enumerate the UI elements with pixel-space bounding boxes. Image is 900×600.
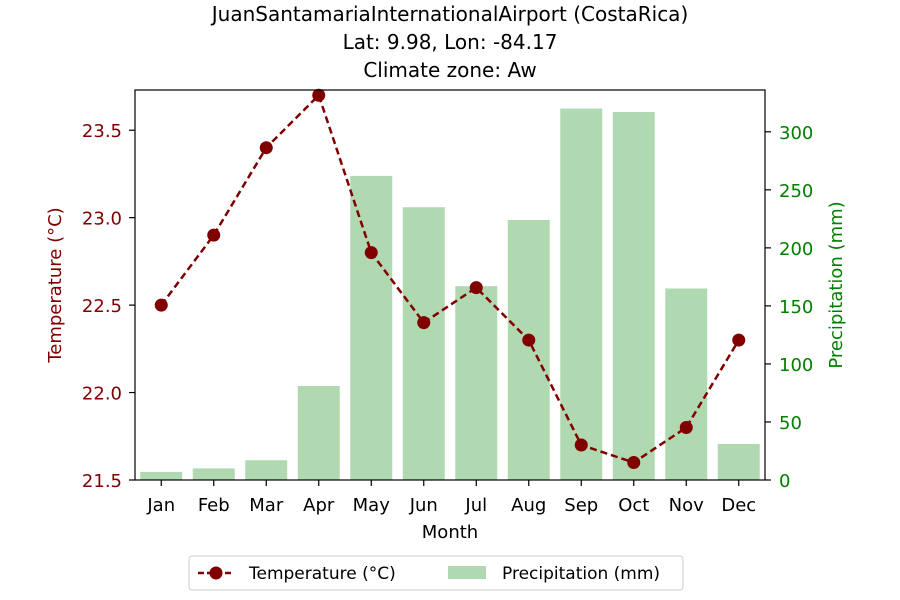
precipitation-axis: 0 50 100 150 200 250 300 bbox=[765, 123, 813, 492]
precipitation-tick-label: 50 bbox=[779, 413, 802, 434]
temperature-point bbox=[259, 141, 273, 155]
x-tick-label: Feb bbox=[198, 495, 230, 516]
temperature-point bbox=[522, 333, 536, 347]
x-tick-label: Apr bbox=[303, 495, 335, 516]
temperature-axis: 21.5 22.0 22.5 23.0 23.5 bbox=[82, 121, 135, 492]
legend-precipitation-swatch bbox=[448, 566, 486, 579]
temperature-point bbox=[627, 456, 641, 470]
temperature-tick-label: 21.5 bbox=[82, 471, 122, 492]
legend-temperature-label: Temperature (°C) bbox=[248, 564, 396, 584]
precipitation-bar bbox=[192, 468, 235, 480]
temperature-point bbox=[207, 228, 221, 242]
legend-temperature-marker bbox=[209, 566, 223, 580]
precipitation-bar bbox=[507, 220, 550, 480]
precipitation-tick-label: 200 bbox=[779, 239, 813, 260]
temperature-tick-label: 23.0 bbox=[82, 209, 122, 230]
temperature-point bbox=[732, 333, 746, 347]
precipitation-bar bbox=[350, 175, 393, 480]
x-axis: Jan Feb Mar Apr May Jun Jul Aug Sep Oct Nov Dec bbox=[146, 480, 756, 516]
temperature-point bbox=[417, 316, 431, 330]
precipitation-bar bbox=[560, 108, 603, 481]
x-tick-label: Mar bbox=[249, 495, 284, 516]
temperature-point bbox=[469, 281, 483, 295]
precipitation-tick-label: 0 bbox=[779, 471, 790, 492]
precipitation-tick-label: 300 bbox=[779, 123, 813, 144]
x-axis-label: Month bbox=[422, 522, 478, 543]
temperature-tick-label: 23.5 bbox=[82, 121, 122, 142]
x-tick-label: Jun bbox=[409, 495, 438, 516]
precipitation-tick-label: 100 bbox=[779, 355, 813, 376]
temperature-axis-label: Temperature (°C) bbox=[45, 207, 66, 363]
x-tick-label: Sep bbox=[564, 495, 598, 516]
precipitation-bar bbox=[665, 288, 708, 480]
title-line-3: Climate zone: Aw bbox=[363, 58, 536, 82]
x-tick-label: Dec bbox=[721, 495, 756, 516]
temperature-point bbox=[364, 246, 378, 260]
precipitation-axis-label: Precipitation (mm) bbox=[826, 201, 847, 368]
x-tick-label: Jan bbox=[146, 495, 175, 516]
legend-frame bbox=[188, 555, 684, 591]
plot-frame bbox=[134, 89, 766, 481]
temperature-point bbox=[679, 421, 693, 435]
precipitation-bar bbox=[455, 286, 498, 480]
precipitation-bar bbox=[140, 471, 183, 480]
temperature-point bbox=[154, 298, 168, 312]
precipitation-bars bbox=[140, 108, 760, 481]
precipitation-bar bbox=[297, 385, 340, 480]
temperature-point bbox=[574, 438, 588, 452]
temperature-tick-label: 22.5 bbox=[82, 296, 122, 317]
chart-title: JuanSantamariaInternationalAirport (Cost… bbox=[210, 2, 689, 82]
title-line-1: JuanSantamariaInternationalAirport (Cost… bbox=[210, 2, 689, 26]
x-tick-label: Oct bbox=[618, 495, 649, 516]
title-line-2: Lat: 9.98, Lon: -84.17 bbox=[343, 30, 558, 54]
precipitation-bar bbox=[402, 207, 445, 480]
temperature-line bbox=[154, 88, 746, 470]
x-tick-label: May bbox=[353, 495, 391, 516]
legend-precipitation-label: Precipitation (mm) bbox=[502, 564, 660, 584]
temperature-point bbox=[312, 88, 326, 102]
x-tick-label: Nov bbox=[669, 495, 704, 516]
precipitation-bar bbox=[717, 444, 760, 480]
x-tick-label: Aug bbox=[511, 495, 546, 516]
x-tick-label: Jul bbox=[464, 495, 487, 516]
precipitation-bar bbox=[612, 112, 655, 480]
precipitation-tick-label: 250 bbox=[779, 181, 813, 202]
temperature-series-line bbox=[160, 92, 740, 464]
precipitation-tick-label: 150 bbox=[779, 297, 813, 318]
legend: Temperature (°C) Precipitation (mm) bbox=[188, 555, 684, 591]
temperature-tick-label: 22.0 bbox=[82, 384, 122, 405]
precipitation-bar bbox=[245, 460, 288, 480]
